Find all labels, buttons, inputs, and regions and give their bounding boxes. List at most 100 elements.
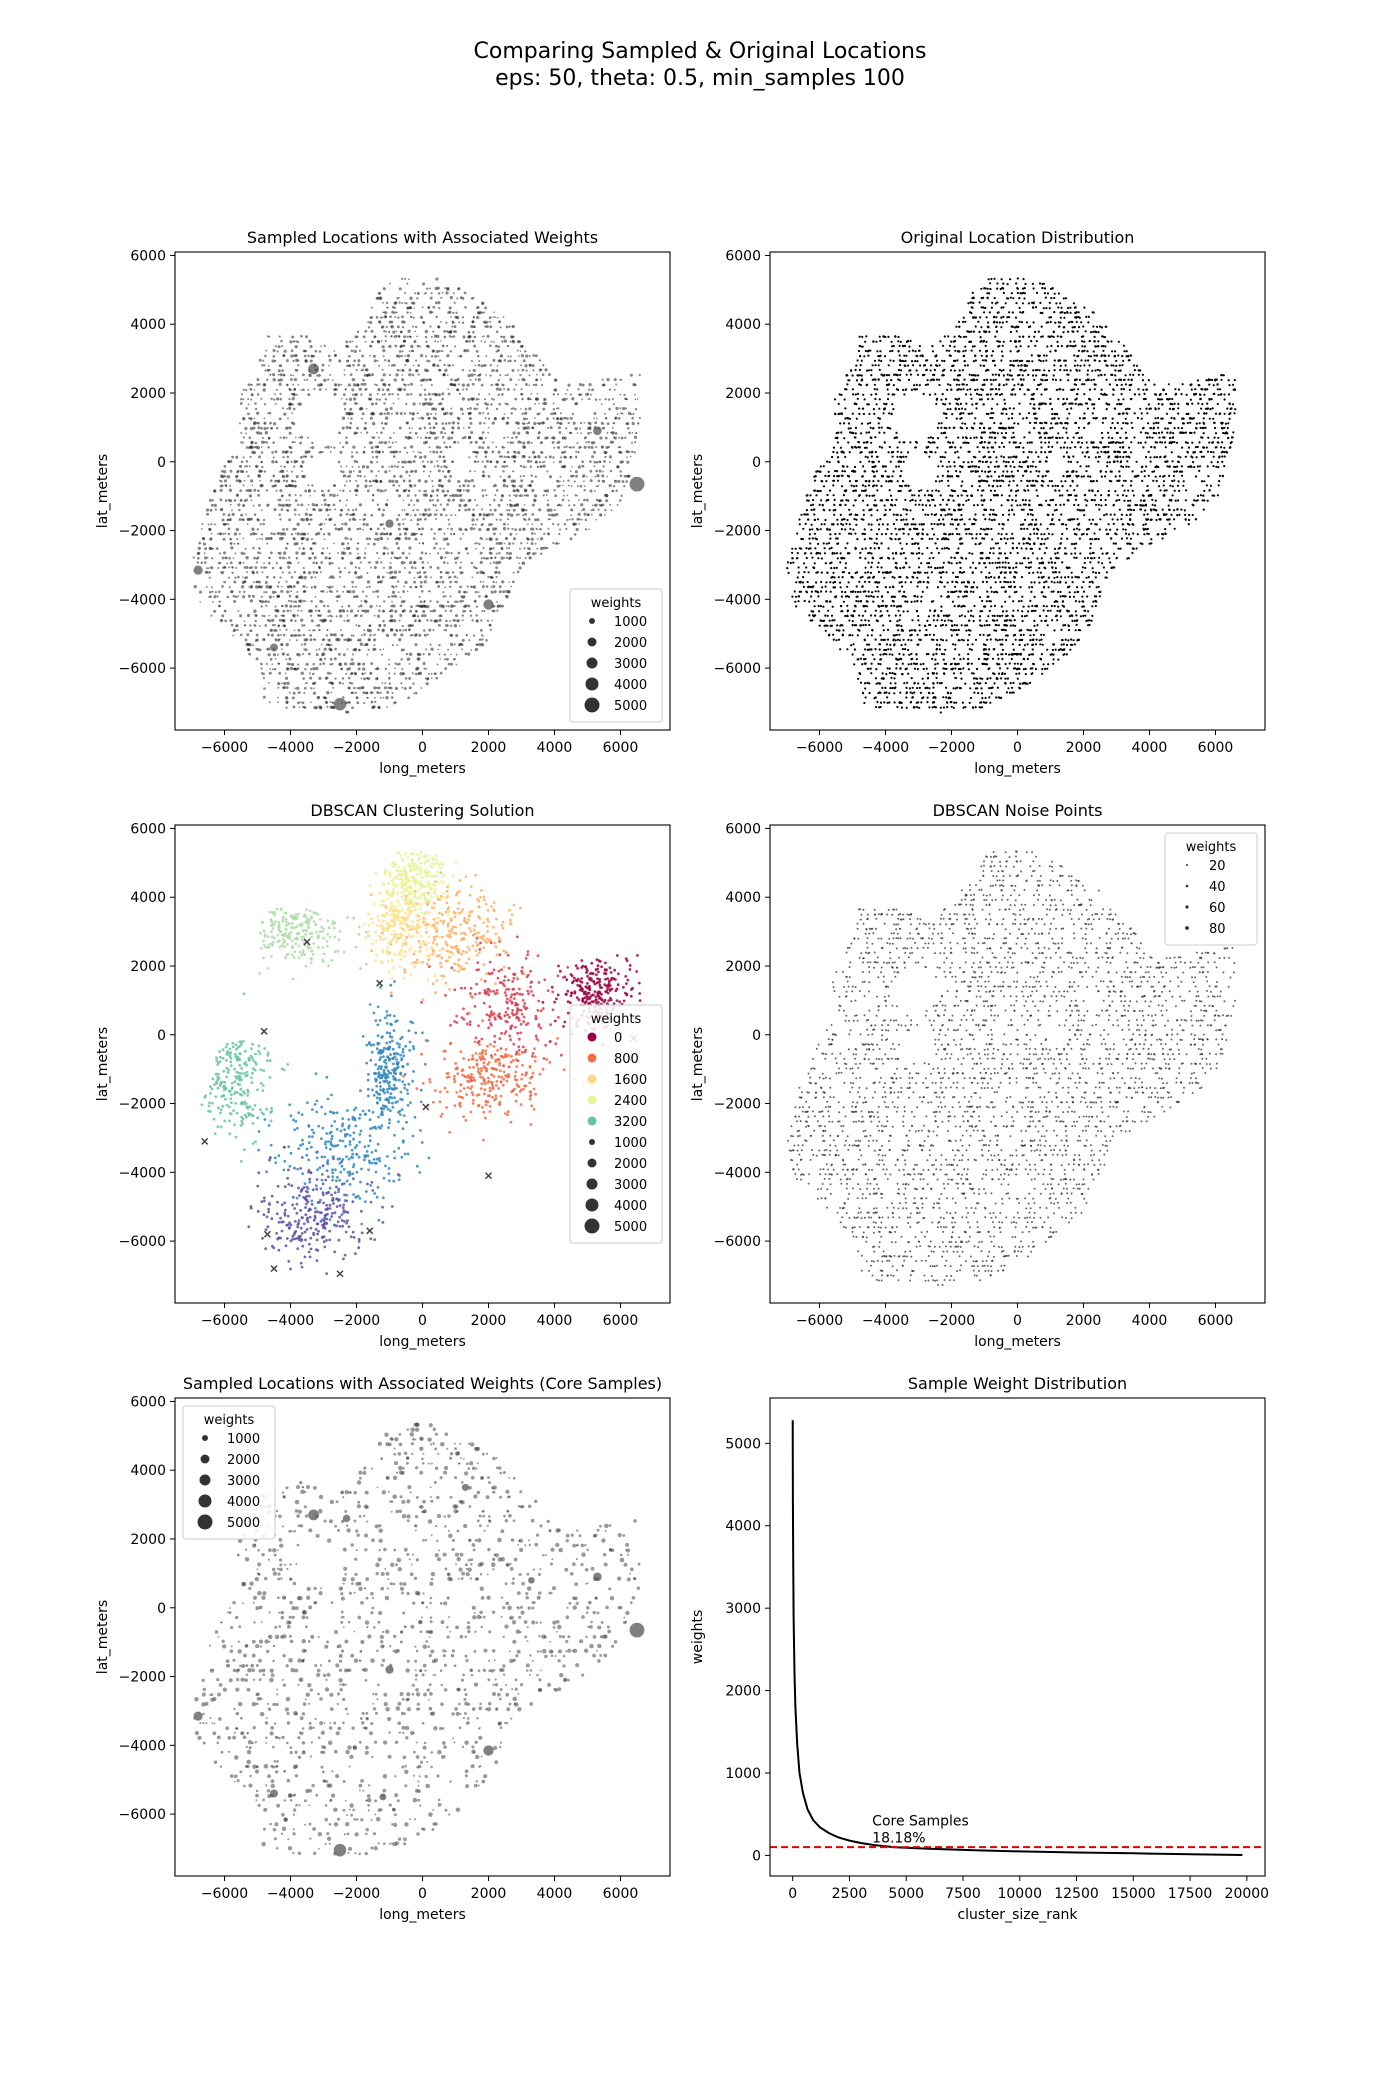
point — [270, 551, 273, 555]
point — [273, 532, 276, 536]
point — [409, 315, 413, 319]
point — [536, 422, 539, 425]
point — [530, 441, 533, 444]
point — [972, 301, 975, 305]
point — [546, 470, 549, 473]
point — [233, 628, 237, 632]
point — [876, 585, 879, 589]
point — [343, 619, 346, 622]
point — [578, 499, 580, 501]
point — [573, 533, 577, 536]
point — [423, 633, 427, 637]
point — [475, 542, 478, 545]
point — [520, 364, 523, 367]
point — [546, 426, 549, 429]
point — [537, 422, 541, 425]
point — [274, 624, 276, 626]
point — [447, 605, 450, 608]
point — [489, 562, 492, 565]
point — [519, 484, 523, 488]
point — [249, 455, 252, 458]
point — [888, 692, 891, 695]
point — [355, 369, 358, 372]
point — [253, 488, 257, 492]
point — [230, 623, 234, 627]
point — [876, 509, 879, 512]
point — [245, 464, 248, 468]
point — [318, 628, 321, 632]
point — [498, 387, 502, 391]
point — [324, 518, 328, 521]
point — [879, 653, 882, 656]
point — [450, 533, 452, 536]
point — [379, 523, 383, 527]
point — [421, 614, 424, 618]
point — [320, 345, 322, 347]
point — [416, 523, 420, 526]
point — [441, 407, 444, 411]
point — [997, 624, 1001, 627]
point — [286, 653, 290, 656]
point — [356, 335, 359, 338]
point — [383, 412, 386, 416]
point — [358, 566, 361, 570]
point — [346, 590, 350, 594]
point — [1067, 628, 1071, 632]
point — [404, 291, 407, 295]
point — [586, 513, 590, 517]
point — [478, 638, 482, 641]
point — [257, 474, 262, 478]
point — [606, 377, 610, 382]
point — [421, 402, 426, 406]
point — [624, 407, 628, 410]
point — [337, 594, 341, 599]
point — [340, 527, 344, 531]
point — [297, 653, 301, 657]
point — [1095, 479, 1098, 482]
point — [476, 315, 480, 320]
point — [281, 470, 285, 473]
point — [242, 436, 245, 439]
point — [429, 494, 433, 498]
point — [1060, 537, 1063, 540]
point — [423, 600, 426, 602]
point — [438, 368, 441, 372]
point — [375, 604, 378, 607]
point — [251, 384, 253, 386]
point — [295, 340, 298, 343]
point — [505, 325, 509, 329]
point — [291, 484, 294, 488]
point — [360, 393, 363, 396]
point — [365, 523, 369, 527]
point — [560, 504, 563, 507]
point — [309, 667, 313, 671]
point — [285, 580, 288, 583]
point — [327, 609, 331, 613]
point — [347, 508, 350, 512]
point — [365, 431, 369, 434]
point — [458, 508, 461, 512]
point — [990, 590, 993, 593]
point — [379, 696, 382, 699]
point — [568, 484, 570, 487]
point — [480, 340, 483, 342]
point — [387, 446, 390, 449]
point — [599, 436, 603, 440]
point — [390, 335, 393, 338]
point — [292, 600, 295, 603]
point — [234, 576, 237, 579]
point — [519, 494, 523, 498]
point — [618, 499, 622, 502]
point — [210, 532, 213, 535]
point — [631, 421, 635, 426]
point — [199, 600, 202, 603]
point — [559, 475, 562, 478]
point — [264, 354, 267, 358]
point — [476, 518, 479, 521]
point — [590, 431, 593, 434]
point — [240, 513, 244, 517]
point — [620, 494, 623, 497]
point — [502, 479, 506, 483]
point — [1073, 354, 1076, 357]
point — [506, 485, 509, 488]
